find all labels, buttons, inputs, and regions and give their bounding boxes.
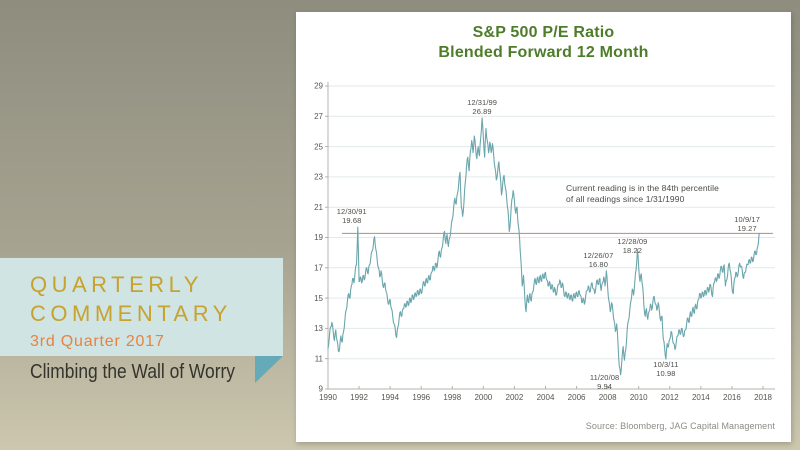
percentile-note-line-2: of all readings since 1/31/1990 (566, 193, 685, 204)
pe-ratio-line-chart: 9 11 13 15 17 19 21 23 25 27 29 1990 1992 1994 1996 199… (314, 82, 775, 402)
chart-annotation: 12/30/91 19.68 (337, 207, 367, 225)
annotation-date: 12/30/91 (336, 207, 367, 217)
svg-text:19: 19 (314, 233, 323, 242)
svg-text:2004: 2004 (537, 393, 555, 402)
chart-title: S&P 500 P/E Ratio Blended Forward 12 Mon… (296, 23, 791, 63)
annotation-date: 12/28/09 (617, 237, 648, 247)
annotation-value: 9.94 (597, 381, 613, 391)
quarter-subtitle: 3rd Quarter 2017 (30, 333, 165, 350)
annotation-value: 10.98 (656, 369, 676, 378)
svg-text:25: 25 (314, 142, 323, 151)
title-line-1: QUARTERLY (30, 272, 203, 297)
svg-text:1994: 1994 (381, 393, 399, 402)
svg-text:2006: 2006 (568, 393, 586, 402)
source-credit: Source: Bloomberg, JAG Capital Managemen… (585, 421, 775, 431)
chart-title-line-1: S&P 500 P/E Ratio (472, 24, 615, 41)
svg-text:2008: 2008 (599, 393, 617, 402)
chart-annotation: 12/31/99 26.89 (467, 98, 497, 116)
accent-triangle-icon (255, 356, 283, 383)
svg-text:2010: 2010 (630, 393, 648, 402)
svg-text:27: 27 (314, 112, 323, 121)
svg-text:2002: 2002 (506, 393, 524, 402)
annotation-value: 19.68 (342, 216, 362, 226)
svg-text:1992: 1992 (350, 393, 368, 402)
svg-text:23: 23 (314, 173, 323, 182)
percentile-note: Current reading is in the 84th percentil… (566, 183, 719, 204)
annotation-date: 12/31/99 (467, 97, 498, 107)
annotation-date: 10/3/11 (653, 360, 679, 369)
title-line-2: COMMENTARY (30, 301, 232, 326)
svg-text:2018: 2018 (754, 393, 772, 402)
annotation-value: 19.27 (737, 224, 757, 234)
svg-text:13: 13 (314, 324, 323, 333)
title-accent-box: QUARTERLY COMMENTARY 3rd Quarter 2017 (0, 258, 283, 356)
svg-text:2014: 2014 (692, 393, 710, 402)
annotation-value: 16.80 (588, 259, 608, 269)
svg-text:15: 15 (314, 294, 323, 303)
percentile-note-line-1: Current reading is in the 84th percentil… (566, 183, 719, 193)
svg-text:11: 11 (315, 354, 324, 363)
annotation-date: 11/20/08 (589, 372, 620, 382)
svg-text:2000: 2000 (474, 393, 492, 402)
quarterly-commentary-title: QUARTERLY COMMENTARY (0, 258, 283, 328)
chart-card: S&P 500 P/E Ratio Blended Forward 12 Mon… (296, 12, 791, 442)
chart-title-line-2: Blended Forward 12 Month (438, 44, 649, 61)
svg-text:17: 17 (314, 264, 323, 273)
chart-annotation: 10/9/17 19.27 (734, 215, 760, 233)
chart-annotation: 12/26/07 16.80 (583, 251, 613, 269)
svg-text:21: 21 (314, 203, 323, 212)
svg-text:1996: 1996 (412, 393, 430, 402)
slide-tagline: Climbing the Wall of Worry (30, 361, 235, 383)
svg-text:1990: 1990 (319, 393, 337, 402)
svg-text:2016: 2016 (723, 393, 741, 402)
svg-text:1998: 1998 (443, 393, 461, 402)
svg-text:29: 29 (314, 82, 323, 91)
annotation-value: 26.89 (472, 106, 492, 116)
svg-text:9: 9 (319, 385, 324, 394)
annotation-value: 18.22 (622, 246, 643, 256)
annotation-date: 12/26/07 (583, 250, 614, 260)
svg-text:2012: 2012 (661, 393, 679, 402)
chart-annotation: 12/28/09 18.22 (617, 237, 647, 255)
chart-annotation: 11/20/08 9.94 (590, 373, 619, 391)
chart-annotation: 10/3/11 10.98 (653, 360, 678, 378)
annotation-date: 10/9/17 (734, 215, 760, 225)
